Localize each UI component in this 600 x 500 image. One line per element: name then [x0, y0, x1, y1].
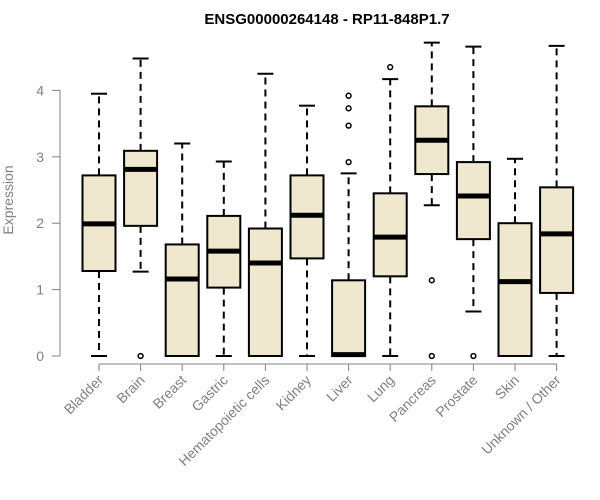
y-tick-label: 2: [36, 215, 44, 231]
x-tick-label: Brain: [113, 372, 147, 406]
outlier-point: [345, 158, 352, 166]
outlier-point: [470, 352, 477, 360]
x-tick-label: Breast: [149, 372, 189, 412]
iqr-box: [164, 243, 200, 357]
outlier-point: [137, 352, 144, 360]
box-brain: [123, 57, 159, 360]
x-tick-label: Bladder: [61, 372, 107, 418]
box-kidney: [289, 104, 325, 357]
x-tick-label: Prostate: [432, 372, 480, 420]
y-tick-label: 4: [36, 82, 44, 98]
y-axis-label: Expression: [0, 165, 16, 234]
outlier-point: [345, 105, 352, 112]
box-lung: [372, 64, 408, 357]
box-gastric: [206, 160, 242, 357]
x-tick-label: Liver: [323, 372, 356, 405]
box-unknown-other: [539, 44, 575, 357]
chart-title: ENSG00000264148 - RP11-848P1.7: [204, 11, 449, 28]
box-breast: [164, 142, 200, 357]
box-prostate: [455, 45, 491, 360]
iqr-box: [247, 227, 283, 357]
outlier-point: [428, 277, 435, 284]
box-hematopoietic-cells: [247, 72, 283, 357]
iqr-box: [539, 186, 575, 294]
box-pancreas: [414, 41, 450, 360]
x-tick-label: Lung: [364, 372, 397, 405]
y-tick-label: 0: [36, 348, 44, 364]
y-tick-label: 3: [36, 149, 44, 165]
box-liver: [331, 92, 367, 358]
y-axis: 0 1 2 3 4: [36, 82, 61, 364]
iqr-box: [455, 161, 491, 241]
iqr-box: [331, 279, 367, 357]
outlier-point: [428, 352, 435, 360]
x-tick-label: Kidney: [273, 372, 315, 414]
box-series: [81, 41, 575, 360]
box-skin: [497, 157, 533, 357]
x-tick-label: Unknown / Other: [478, 372, 564, 458]
iqr-box: [123, 149, 159, 227]
box-bladder: [81, 92, 117, 357]
y-tick-label: 1: [36, 282, 44, 298]
outlier-point: [387, 64, 394, 71]
outlier-point: [345, 92, 352, 99]
x-tick-label: Skin: [492, 372, 523, 403]
outlier-point: [345, 122, 352, 129]
iqr-box: [497, 222, 533, 357]
